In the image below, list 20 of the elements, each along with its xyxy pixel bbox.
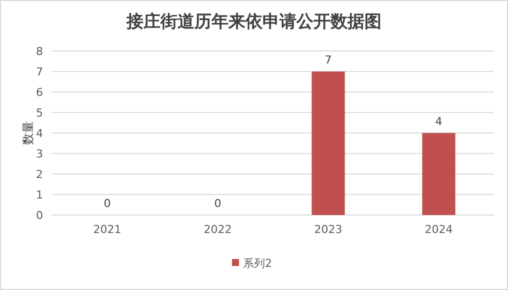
data-label: 7 bbox=[324, 54, 332, 66]
y-tick-label: 4 bbox=[36, 127, 43, 140]
chart-title: 接庄街道历年来依申请公开数据图 bbox=[126, 12, 382, 32]
legend-label: 系列2 bbox=[243, 257, 272, 270]
data-label: 4 bbox=[435, 115, 442, 128]
x-tick-label: 2021 bbox=[93, 223, 122, 236]
y-tick-label: 8 bbox=[36, 45, 43, 58]
x-tick-label: 2023 bbox=[314, 223, 342, 236]
data-label: 0 bbox=[214, 197, 222, 210]
x-tick-label: 2024 bbox=[424, 223, 453, 236]
y-tick-label: 0 bbox=[36, 209, 43, 222]
y-tick-label: 7 bbox=[36, 66, 43, 78]
y-tick-label: 2 bbox=[36, 168, 43, 181]
y-tick-label: 5 bbox=[36, 106, 43, 120]
y-tick-label: 1 bbox=[36, 188, 43, 202]
x-tick-label: 2022 bbox=[204, 223, 232, 236]
y-tick-label: 3 bbox=[36, 148, 43, 160]
y-axis-title: 数量 bbox=[21, 121, 35, 145]
y-tick-label: 6 bbox=[36, 86, 43, 99]
data-label: 0 bbox=[104, 197, 111, 210]
